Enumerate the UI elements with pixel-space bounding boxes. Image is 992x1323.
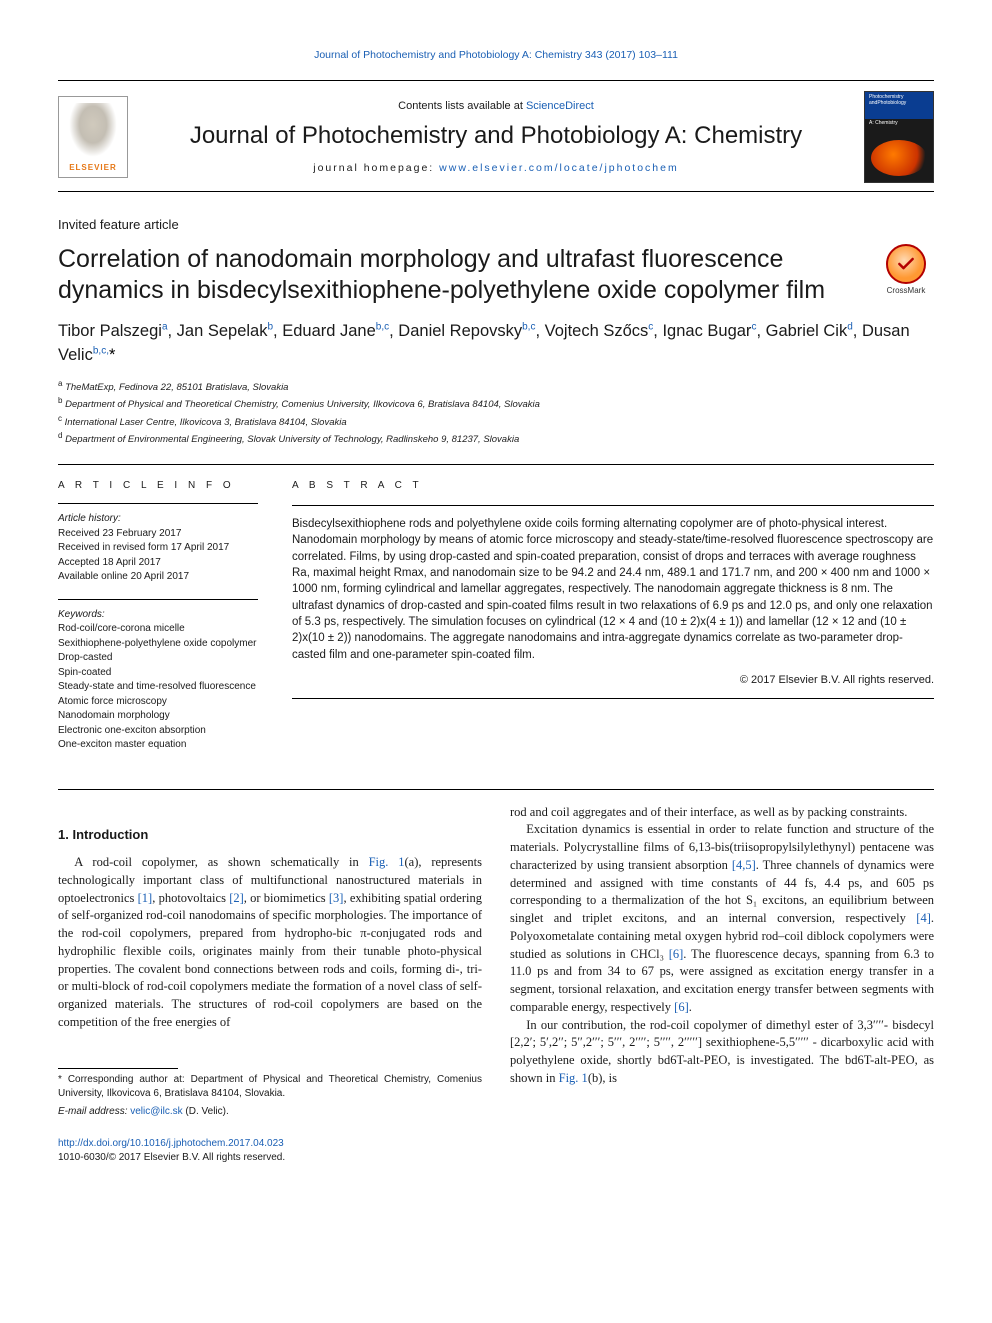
fig1-ref-b[interactable]: Fig. 1: [559, 1071, 588, 1085]
homepage-label: journal homepage:: [313, 162, 439, 174]
journal-homepage: journal homepage: www.elsevier.com/locat…: [146, 161, 846, 175]
keywords-label: Keywords:: [58, 608, 258, 623]
ref-2[interactable]: [2]: [229, 891, 244, 905]
doi-link[interactable]: http://dx.doi.org/10.1016/j.jphotochem.2…: [58, 1138, 284, 1149]
email-paren: (D. Velic).: [183, 1106, 229, 1117]
keyword: Steady-state and time-resolved fluoresce…: [58, 680, 258, 695]
keyword: Nanodomain morphology: [58, 709, 258, 724]
body-text: 1. Introduction A rod-coil copolymer, as…: [58, 804, 934, 1165]
doi-line: http://dx.doi.org/10.1016/j.jphotochem.2…: [58, 1137, 482, 1151]
corresponding-author-footnote: * Corresponding author at: Department of…: [58, 1073, 482, 1101]
keyword: Electronic one-exciton absorption: [58, 724, 258, 739]
para1-b: , photovoltaics: [152, 891, 229, 905]
affiliation: d Department of Environmental Engineerin…: [58, 430, 934, 447]
ref-3[interactable]: [3]: [329, 891, 344, 905]
abstract-rule: [292, 505, 934, 506]
footnote-rule: [58, 1068, 178, 1069]
contents-prefix: Contents lists available at: [398, 100, 526, 112]
para-col2-1: rod and coil aggregates and of their int…: [510, 804, 934, 822]
issn-line: 1010-6030/© 2017 Elsevier B.V. All right…: [58, 1151, 482, 1165]
ref-6b[interactable]: [6]: [674, 1000, 689, 1014]
keywords-block: Keywords: Rod-coil/core-corona micelleSe…: [58, 608, 258, 753]
para1-c: , or biomimetics: [244, 891, 329, 905]
elsevier-logo-label: ELSEVIER: [69, 163, 117, 174]
affiliations: a TheMatExp, Fedinova 22, 85101 Bratisla…: [58, 378, 934, 448]
para-col2-3: In our contribution, the rod-coil copoly…: [510, 1017, 934, 1088]
article-info: A R T I C L E I N F O Article history: R…: [58, 479, 258, 767]
elsevier-logo: ELSEVIER: [58, 96, 128, 178]
keyword: One-exciton master equation: [58, 738, 258, 753]
ref-45[interactable]: [4,5]: [732, 858, 756, 872]
para-1: A rod-coil copolymer, as shown schematic…: [58, 854, 482, 1032]
keyword: Atomic force microscopy: [58, 695, 258, 710]
keyword: Sexithiophene-polyethylene oxide copolym…: [58, 637, 258, 652]
cover-subtitle: A: Chemistry: [869, 120, 898, 127]
running-head-link[interactable]: Journal of Photochemistry and Photobiolo…: [314, 49, 678, 61]
keyword: Drop-casted: [58, 651, 258, 666]
abstract-text: Bisdecylsexithiophene rods and polyethyl…: [292, 516, 934, 663]
abstract-rule-bottom: [292, 698, 934, 699]
history-label: Article history:: [58, 512, 258, 527]
contents-line: Contents lists available at ScienceDirec…: [146, 99, 846, 114]
affiliation: b Department of Physical and Theoretical…: [58, 395, 934, 412]
abstract-heading: A B S T R A C T: [292, 479, 934, 493]
history-line: Accepted 18 April 2017: [58, 556, 258, 571]
footnote-text: Corresponding author at: Department of P…: [58, 1074, 482, 1099]
para-col2-2: Excitation dynamics is essential in orde…: [510, 821, 934, 1016]
masthead: ELSEVIER Contents lists available at Sci…: [58, 80, 934, 192]
history-block: Article history: Received 23 February 20…: [58, 512, 258, 585]
rule-1: [58, 464, 934, 465]
journal-cover-thumb: Photochemistry andPhotobiology A: Chemis…: [864, 91, 934, 183]
info-rule-2: [58, 599, 258, 600]
ref-4[interactable]: [4]: [916, 911, 931, 925]
ref-6a[interactable]: [6]: [669, 947, 684, 961]
fig1-ref[interactable]: Fig. 1: [369, 855, 405, 869]
info-rule: [58, 503, 258, 504]
crossmark-badge[interactable]: CrossMark: [878, 244, 934, 297]
masthead-center: Contents lists available at ScienceDirec…: [146, 99, 846, 175]
crossmark-label: CrossMark: [887, 286, 926, 297]
email-label: E-mail address:: [58, 1106, 130, 1117]
keyword: Rod-coil/core-corona micelle: [58, 622, 258, 637]
keyword: Spin-coated: [58, 666, 258, 681]
history-line: Received in revised form 17 April 2017: [58, 541, 258, 556]
history-line: Available online 20 April 2017: [58, 570, 258, 585]
ref-1[interactable]: [1]: [138, 891, 153, 905]
abstract-copyright: © 2017 Elsevier B.V. All rights reserved…: [292, 673, 934, 689]
para1-pre: A rod-coil copolymer, as shown schematic…: [74, 855, 368, 869]
article-type: Invited feature article: [58, 216, 934, 234]
cover-title: Photochemistry andPhotobiology: [869, 95, 929, 106]
running-head: Journal of Photochemistry and Photobiolo…: [58, 48, 934, 62]
abstract: A B S T R A C T Bisdecylsexithiophene ro…: [292, 479, 934, 767]
email-footnote: E-mail address: velic@ilc.sk (D. Velic).: [58, 1105, 482, 1119]
authors: Tibor Palszegia, Jan Sepelakb, Eduard Ja…: [58, 320, 934, 368]
sciencedirect-link[interactable]: ScienceDirect: [526, 100, 594, 112]
journal-name: Journal of Photochemistry and Photobiolo…: [146, 122, 846, 151]
article-title: Correlation of nanodomain morphology and…: [58, 244, 864, 307]
affiliation: c International Laser Centre, Ilkovicova…: [58, 413, 934, 430]
homepage-link[interactable]: www.elsevier.com/locate/jphotochem: [439, 162, 679, 174]
email-link[interactable]: velic@ilc.sk: [130, 1106, 182, 1117]
section-heading-1: 1. Introduction: [58, 826, 482, 844]
footnote-star: *: [58, 1074, 68, 1085]
affiliation: a TheMatExp, Fedinova 22, 85101 Bratisla…: [58, 378, 934, 395]
crossmark-icon: [886, 244, 926, 284]
article-info-heading: A R T I C L E I N F O: [58, 479, 258, 494]
history-line: Received 23 February 2017: [58, 527, 258, 542]
rule-2: [58, 789, 934, 790]
p2e: .: [689, 1000, 692, 1014]
p3b: (b), is: [588, 1071, 617, 1085]
para1-d: , exhibiting spatial ordering of self-or…: [58, 891, 482, 1029]
